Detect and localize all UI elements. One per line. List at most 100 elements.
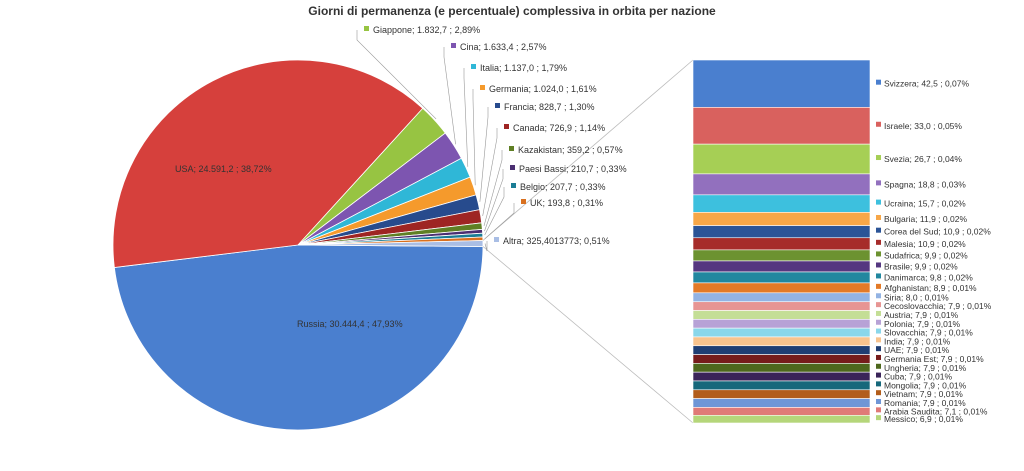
- label-swatch-cina: [451, 43, 456, 48]
- label-swatch-germania: [480, 85, 485, 90]
- bar-label-austria: Austria; 7,9 ; 0,01%: [884, 310, 959, 320]
- bar-swatch-ungheria: [876, 363, 881, 369]
- slice-label-paesi-bassi: Paesi Bassi; 210,7 ; 0,33%: [519, 164, 627, 174]
- bar-segment-ucraina: [692, 194, 871, 213]
- slice-label-francia: Francia; 828,7 ; 1,30%: [504, 102, 595, 112]
- bar-swatch-bulgaria: [876, 214, 881, 220]
- bar-segment-bulgaria: [692, 212, 871, 226]
- bar-segment-svizzera: [692, 59, 871, 108]
- pie-slice-russia: [113, 244, 484, 431]
- bar-label-malesia: Malesia; 10,9 ; 0,02%: [884, 239, 966, 249]
- bar-segment-romania: [692, 398, 871, 408]
- connector-lines: [482, 59, 694, 424]
- slice-label-kazakistan: Kazakistan; 359,2 ; 0,57%: [518, 145, 623, 155]
- label-swatch-kazakistan: [509, 146, 514, 151]
- bar-label-vietnam: Vietnam; 7,9 ; 0,01%: [884, 389, 963, 399]
- label-swatch-francia: [495, 103, 500, 108]
- bar-swatch-ucraina: [876, 199, 881, 205]
- bar-segment-malesia: [692, 237, 871, 251]
- leader-line-kazakistan: [483, 150, 503, 226]
- bar-label-svezia: Svezia; 26,7 ; 0,04%: [884, 154, 962, 164]
- bar-label-spagna: Spagna; 18,8 ; 0,03%: [884, 179, 966, 189]
- bar-segment-israele: [692, 107, 871, 145]
- bar-segment-slovacchia: [692, 327, 871, 338]
- slice-label-canada: Canada; 726,9 ; 1,14%: [513, 123, 605, 133]
- bar-label-danimarca: Danimarca; 9,8 ; 0,02%: [884, 272, 973, 282]
- bar-segment-polonia: [692, 319, 871, 329]
- bar-swatch-siria: [876, 293, 881, 299]
- bar-swatch-arabia-saudita: [876, 407, 881, 413]
- bar-swatch-polonia: [876, 319, 881, 325]
- bar-swatch-germania-est: [876, 354, 881, 360]
- bar-label-corea-del-sud: Corea del Sud; 10,9 ; 0,02%: [884, 227, 991, 237]
- bar-segment-uae: [692, 345, 871, 355]
- bar-swatch-danimarca: [876, 273, 881, 279]
- pie-group: [112, 59, 484, 431]
- bar-swatch-messico: [876, 415, 881, 421]
- bar-segment-siria: [692, 292, 871, 303]
- label-swatch-altra: [494, 237, 499, 242]
- bar-label-india: India; 7,9 ; 0,01%: [884, 336, 951, 346]
- bar-swatch-spagna: [876, 180, 881, 186]
- leader-line-canada: [482, 128, 498, 216]
- leader-line-italia: [463, 68, 469, 167]
- leader-line-giappone: [356, 30, 437, 120]
- bar-label-mongolia: Mongolia; 7,9 ; 0,01%: [884, 380, 967, 390]
- label-swatch-giappone: [364, 26, 369, 31]
- bar-swatch-malesia: [876, 239, 881, 245]
- bar-swatch-austria: [876, 310, 881, 316]
- connector-bottom: [482, 246, 694, 424]
- leader-line-belgio: [484, 187, 505, 236]
- bar-swatch-vietnam: [876, 390, 881, 396]
- leader-line-paesi-bassi: [484, 169, 504, 232]
- data-labels: Russia; 30.444,4 ; 47,93% USA; 24.591,2 ;…: [166, 25, 627, 329]
- bar-swatch-svezia: [876, 155, 881, 161]
- bar-swatch-cecoslovacchia: [876, 302, 881, 308]
- bar-label-cecoslovacchia: Cecoslovacchia; 7,9 ; 0,01%: [884, 301, 992, 311]
- bar-segment-cuba: [692, 371, 871, 382]
- bar-swatch-slovacchia: [876, 328, 881, 334]
- bar-swatch-israele: [876, 121, 881, 127]
- bar-swatch-india: [876, 337, 881, 343]
- label-swatch-canada: [504, 124, 509, 129]
- bar-swatch-svizzera: [876, 79, 881, 85]
- bar-label-germania-est: Germania Est; 7,9 ; 0,01%: [884, 354, 984, 364]
- bar-label-slovacchia: Slovacchia; 7,9 ; 0,01%: [884, 328, 973, 338]
- bar-label-afghanistan: Afghanistan; 8,9 ; 0,01%: [884, 283, 977, 293]
- bar-label-romania: Romania; 7,9 ; 0,01%: [884, 398, 966, 408]
- bar-segment-spagna: [692, 173, 871, 196]
- bar-segment-arabia-saudita: [692, 407, 871, 416]
- slice-label-altra: Altra; 325,4013773; 0,51%: [503, 236, 610, 246]
- bar-segment-austria: [692, 310, 871, 320]
- bar-swatch-brasile: [876, 262, 881, 268]
- bar-segment-svezia: [692, 143, 871, 175]
- bar-segment-cecoslovacchia: [692, 301, 871, 311]
- slice-label-italia: Italia; 1.137,0 ; 1,79%: [480, 63, 567, 73]
- slice-label-germania: Germania; 1.024,0 ; 1,61%: [489, 84, 597, 94]
- label-swatch-usa: [166, 165, 171, 170]
- bar-swatch-sudafrica: [876, 251, 881, 257]
- label-swatch-uk: [521, 199, 526, 204]
- bar-label-ucraina: Ucraina; 15,7 ; 0,02%: [884, 199, 966, 209]
- leader-line-germania: [472, 89, 476, 186]
- bar-segment-sudafrica: [692, 249, 871, 262]
- label-swatch-paesi-bassi: [510, 165, 515, 170]
- bar-segment-messico: [692, 415, 871, 424]
- slice-label-belgio: Belgio; 207,7 ; 0,33%: [520, 182, 606, 192]
- leader-line-uk: [484, 203, 515, 239]
- bar-label-svizzera: Svizzera; 42,5 ; 0,07%: [884, 79, 969, 89]
- bar-label-polonia: Polonia; 7,9 ; 0,01%: [884, 319, 961, 329]
- label-swatch-russia: [288, 320, 293, 325]
- bar-segment-corea-del-sud: [692, 225, 871, 239]
- slice-label-usa: USA; 24.591,2 ; 38,72%: [175, 164, 272, 174]
- bar-segment-mongolia: [692, 380, 871, 391]
- bar-swatch-mongolia: [876, 381, 881, 387]
- bar-label-messico: Messico; 6,9 ; 0,01%: [884, 414, 963, 424]
- bar-swatch-cuba: [876, 372, 881, 378]
- bar-label-israele: Israele; 33,0 ; 0,05%: [884, 121, 962, 131]
- bar-swatch-afghanistan: [876, 283, 881, 289]
- slice-label-giappone: Giappone; 1.832,7 ; 2,89%: [373, 25, 480, 35]
- bar-swatch-uae: [876, 346, 881, 352]
- bar-label-cuba: Cuba; 7,9 ; 0,01%: [884, 372, 952, 382]
